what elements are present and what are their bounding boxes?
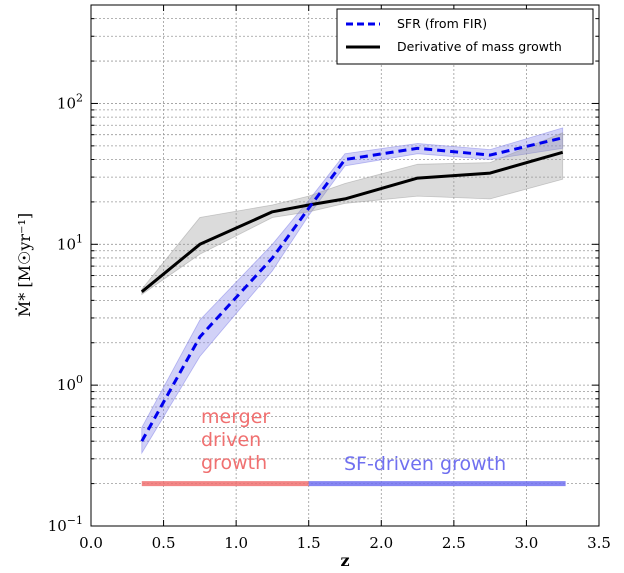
sfr-line bbox=[140, 136, 564, 442]
sf-driven-annotation: SF-driven growth bbox=[344, 453, 506, 475]
svg-text:Ṁ* [M☉yr⁻¹]: Ṁ* [M☉yr⁻¹] bbox=[14, 213, 34, 317]
axis-ticks: 0.0 0.5 1.0 1.5 2.0 2.5 3.0 3.5 10−1 100 101 102 bbox=[48, 4, 611, 552]
legend-label-mass-growth: Derivative of mass growth bbox=[397, 39, 562, 54]
x-tick-label: 1.5 bbox=[297, 534, 321, 552]
merger-annotation-line-3: growth bbox=[201, 452, 267, 474]
series-lines bbox=[140, 136, 564, 442]
uncertainty-bands bbox=[141, 127, 564, 455]
y-tick-label: 100 bbox=[57, 373, 83, 394]
legend-box bbox=[336, 8, 594, 65]
x-axis-label: z bbox=[340, 551, 349, 570]
x-tick-label: 1.0 bbox=[224, 534, 248, 552]
legend: SFR (from FIR) Derivative of mass growth bbox=[336, 8, 594, 65]
mass-growth-line bbox=[140, 150, 564, 293]
plot-frame bbox=[90, 4, 600, 527]
y-tick-label: 102 bbox=[57, 91, 83, 112]
y-tick-label: 10−1 bbox=[48, 514, 83, 535]
x-tick-label: 2.5 bbox=[442, 534, 466, 552]
y-axis-label: Ṁ* [M☉yr⁻¹] bbox=[14, 213, 34, 317]
region-annotations: merger driven growth SF-driven growth bbox=[201, 406, 506, 475]
merger-annotation-line-2: driven bbox=[201, 429, 261, 451]
merger-annotation-line-1: merger bbox=[201, 406, 270, 428]
x-tick-label: 0.5 bbox=[152, 534, 176, 552]
mass-growth-uncertainty-band bbox=[141, 132, 564, 296]
y-tick-label: 101 bbox=[57, 232, 83, 253]
x-tick-label: 2.0 bbox=[369, 534, 393, 552]
x-tick-label: 3.5 bbox=[587, 534, 611, 552]
x-tick-label: 3.0 bbox=[514, 534, 538, 552]
x-tick-label: 0.0 bbox=[79, 534, 103, 552]
legend-label-sfr: SFR (from FIR) bbox=[397, 16, 487, 31]
